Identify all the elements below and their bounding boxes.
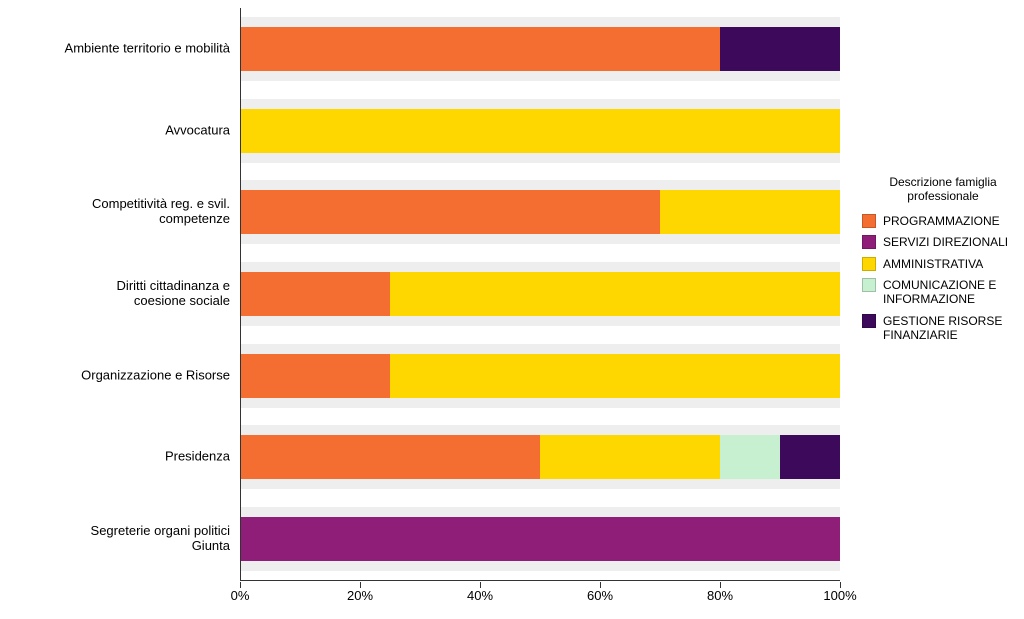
legend: Descrizione famiglia professionale PROGR…	[862, 175, 1024, 350]
bar-segment	[720, 435, 780, 479]
legend-label: SERVIZI DIREZIONALI	[883, 235, 1008, 249]
bar-segment	[240, 435, 540, 479]
bar-row	[240, 27, 840, 71]
legend-swatch	[862, 214, 876, 228]
stacked-bar-chart: Ambiente territorio e mobilità Avvocatura…	[0, 0, 1024, 619]
x-tick-label: 100%	[823, 588, 856, 603]
x-tick-label: 20%	[347, 588, 373, 603]
legend-item: COMUNICAZIONE E INFORMAZIONE	[862, 278, 1024, 307]
legend-title: Descrizione famiglia professionale	[862, 175, 1024, 204]
legend-item: AMMINISTRATIVA	[862, 257, 1024, 271]
legend-swatch	[862, 278, 876, 292]
x-tick-label: 60%	[587, 588, 613, 603]
y-axis-label: Avvocatura	[165, 123, 230, 138]
x-axis: 0%20%40%60%80%100%	[240, 588, 840, 608]
legend-item: SERVIZI DIREZIONALI	[862, 235, 1024, 249]
bar-segment	[540, 435, 720, 479]
legend-swatch	[862, 314, 876, 328]
legend-label: PROGRAMMAZIONE	[883, 214, 1000, 228]
bar-row	[240, 109, 840, 153]
legend-label: GESTIONE RISORSE FINANZIARIE	[883, 314, 1018, 343]
y-axis-label: Diritti cittadinanza e coesione sociale	[117, 279, 230, 309]
x-tick-label: 80%	[707, 588, 733, 603]
y-axis-line	[240, 8, 241, 580]
legend-item: PROGRAMMAZIONE	[862, 214, 1024, 228]
bar-segment	[240, 27, 720, 71]
legend-item: GESTIONE RISORSE FINANZIARIE	[862, 314, 1024, 343]
bar-row	[240, 190, 840, 234]
bar-row	[240, 517, 840, 561]
bar-segment	[240, 190, 660, 234]
plot-area	[240, 8, 840, 580]
legend-swatch	[862, 257, 876, 271]
y-axis-label: Presidenza	[165, 450, 230, 465]
legend-label: AMMINISTRATIVA	[883, 257, 983, 271]
bar-segment	[390, 354, 840, 398]
bar-segment	[720, 27, 840, 71]
legend-label: COMUNICAZIONE E INFORMAZIONE	[883, 278, 1018, 307]
legend-items: PROGRAMMAZIONE SERVIZI DIREZIONALI AMMINIS…	[862, 214, 1024, 343]
bar-segment	[240, 354, 390, 398]
legend-swatch	[862, 235, 876, 249]
x-tick-label: 0%	[231, 588, 250, 603]
y-axis-label: Segreterie organi politici Giunta	[91, 524, 230, 554]
bar-segment	[390, 272, 840, 316]
bar-segment	[240, 272, 390, 316]
y-axis-label: Organizzazione e Risorse	[81, 368, 230, 383]
y-axis-label: Ambiente territorio e mobilità	[65, 41, 230, 56]
bar-segment	[240, 517, 840, 561]
bar-segment	[240, 109, 840, 153]
bar-segment	[660, 190, 840, 234]
bar-row	[240, 354, 840, 398]
y-axis-label: Competitività reg. e svil. competenze	[92, 197, 230, 227]
bar-segment	[780, 435, 840, 479]
x-tick-label: 40%	[467, 588, 493, 603]
y-axis-labels: Ambiente territorio e mobilità Avvocatura…	[0, 8, 230, 580]
x-axis-line	[240, 580, 840, 581]
bar-row	[240, 272, 840, 316]
bar-row	[240, 435, 840, 479]
